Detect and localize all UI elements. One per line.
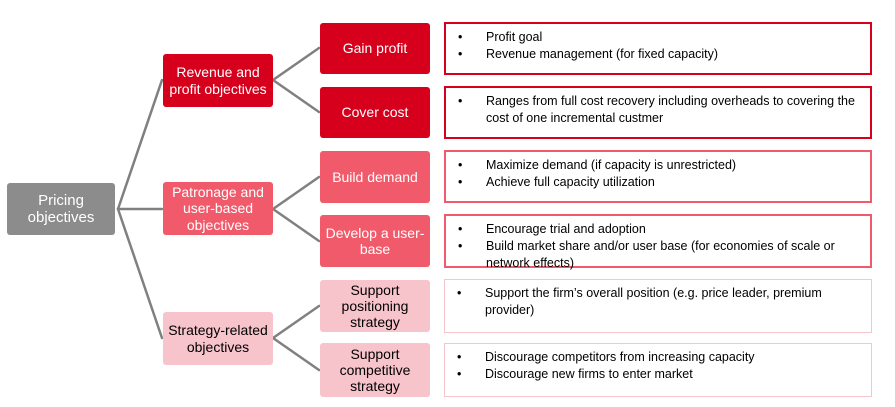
item-build-demand: Build demand [320,151,430,203]
bullet-text: Discourage new firms to enter market [485,366,693,381]
connector-strategy-positioning [271,304,321,340]
item-label: Support competitive strategy [339,345,411,395]
bullet-icon: • [458,30,463,44]
bullet-text: Ranges from full cost recovery including… [486,94,855,125]
bullet-icon: • [457,350,462,364]
bullet-item: • Maximize demand (if capacity is unrest… [456,157,860,174]
detail-box-build-demand: • Maximize demand (if capacity is unrest… [444,150,872,203]
bullet-item: • Achieve full capacity utilization [456,174,860,191]
connector-revenue-gain [271,46,321,82]
bullet-item: • Ranges from full cost recovery includi… [456,93,860,127]
bullet-icon: • [457,366,462,381]
bullet-icon: • [458,94,463,108]
item-gain-profit: Gain profit [320,23,430,74]
group-strategy-related: Strategy-related objectives [163,312,273,365]
root-label: Pricing objectives [27,191,95,226]
group-label: Revenue and profit objectives [169,64,267,97]
bullet-text: Maximize demand (if capacity is unrestri… [486,158,737,172]
detail-box-cover-cost: • Ranges from full cost recovery includi… [444,86,872,139]
item-label: Develop a user-base [325,224,425,257]
bullet-icon: • [458,174,463,189]
bullet-item: • Discourage competitors from increasing… [455,349,861,366]
bullet-item: • Encourage trial and adoption [456,221,860,238]
connector-revenue-cover [271,78,321,114]
connector-patronage-build [271,175,321,211]
connector-root-strategy [116,207,164,340]
item-label: Support positioning strategy [341,281,409,331]
bullet-icon: • [458,46,463,61]
detail-box-support-positioning: • Support the firm’s overall position (e… [444,279,872,333]
bullet-icon: • [458,158,463,172]
bullet-icon: • [458,222,463,236]
item-cover-cost: Cover cost [320,87,430,138]
group-label: Strategy-related objectives [168,322,268,355]
group-revenue-profit: Revenue and profit objectives [163,54,273,107]
bullet-text: Build market share and/or user base (for… [486,238,835,270]
item-label: Gain profit [342,40,408,57]
bullet-icon: • [457,286,462,300]
item-label: Cover cost [341,104,409,121]
bullet-text: Support the firm’s overall position (e.g… [485,286,822,317]
group-label: Patronage and user-based objectives [172,184,264,233]
bullet-text: Revenue management (for fixed capacity) [486,46,719,61]
bullet-item: • Support the firm’s overall position (e… [455,285,861,319]
connector-root-revenue [116,78,164,211]
bullet-item: • Discourage new firms to enter market [455,366,861,383]
item-support-positioning: Support positioning strategy [320,280,430,332]
detail-box-support-competitive: • Discourage competitors from increasing… [444,343,872,397]
root-node: Pricing objectives [7,183,115,235]
item-label: Build demand [332,168,418,185]
bullet-text: Profit goal [486,30,543,44]
bullet-item: • Profit goal [456,29,860,46]
bullet-text: Discourage competitors from increasing c… [485,350,755,364]
bullet-item: • Revenue management (for fixed capacity… [456,46,860,63]
detail-box-develop-user-base: • Encourage trial and adoption • Build m… [444,214,872,270]
bullet-text: Encourage trial and adoption [486,222,646,236]
item-support-competitive: Support competitive strategy [320,343,430,397]
bullet-icon: • [458,238,463,253]
bullet-item: • Build market share and/or user base (f… [456,238,860,272]
detail-box-gain-profit: • Profit goal • Revenue management (for … [444,22,872,75]
bullet-text: Achieve full capacity utilization [486,174,655,189]
item-develop-user-base: Develop a user-base [320,215,430,267]
connector-patronage-develop [271,207,321,243]
connector-strategy-competitive [271,336,321,372]
group-patronage-user: Patronage and user-based objectives [163,182,273,235]
